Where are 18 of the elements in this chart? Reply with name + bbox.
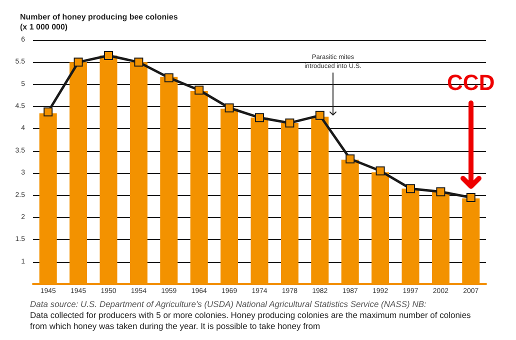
point [285, 118, 294, 128]
point [436, 187, 446, 196]
text: Data collected for producers with 5 or more colonies. Honey producing colonies are the maximum number of colonies from which honey was taken during the year. It is possible to take honey from [30, 310, 472, 331]
point [255, 113, 264, 122]
y-axis-title: Number of honey producing bee colonies (x 1 000 000) [20, 12, 178, 32]
point [134, 58, 144, 67]
point [406, 184, 415, 194]
point [376, 166, 385, 176]
point [194, 86, 204, 95]
point [466, 192, 476, 202]
point [164, 73, 174, 82]
source-note: Data source: U.S. Department of Agriculture's (USDA) National Agricultural Statistics Service (NASS) NB: [30, 299, 428, 309]
point [104, 51, 113, 60]
point [315, 110, 324, 120]
point [224, 103, 234, 112]
point [44, 107, 53, 116]
point [346, 154, 355, 164]
point [74, 58, 83, 67]
